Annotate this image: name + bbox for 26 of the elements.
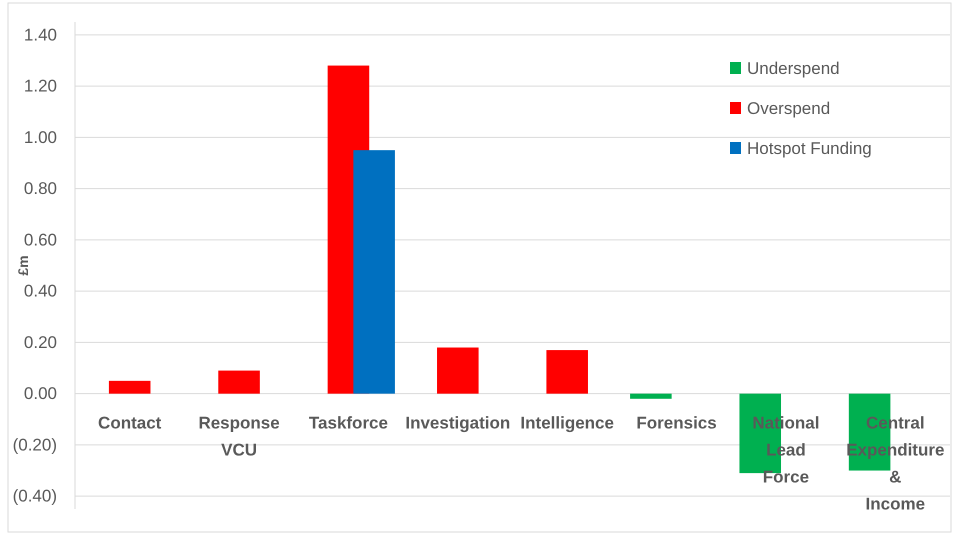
x-tick-label: Contact [98,414,162,433]
bar [630,394,672,399]
x-tick-label: Forensics [636,414,717,433]
y-tick-label: 1.00 [24,128,57,147]
y-axis-title: £m [15,255,31,276]
y-tick-label: 0.20 [24,332,57,352]
x-tick-label: Taskforce [308,414,388,433]
x-tick-label: Intelligence [520,414,614,433]
legend-label: Hotspot Funding [747,139,872,158]
y-tick-label: (0.20) [12,435,57,454]
bar [108,380,150,394]
y-tick-label: 1.20 [24,76,57,96]
legend-label: Underspend [747,59,840,78]
bar [218,370,260,394]
bar [437,348,479,394]
y-tick-label: (0.40) [12,486,57,506]
x-tick-label: Investigation [405,414,510,433]
y-tick-label: 0.60 [24,230,57,250]
y-tick-label: 1.40 [24,25,57,44]
legend-label: Overspend [747,99,830,118]
bar [546,350,588,394]
bar [353,150,395,394]
y-tick-label: 0.80 [24,179,57,198]
y-tick-label: 0.00 [24,384,57,404]
x-tick-label: Response VCU [198,414,280,460]
y-tick-label: 0.40 [24,282,57,301]
